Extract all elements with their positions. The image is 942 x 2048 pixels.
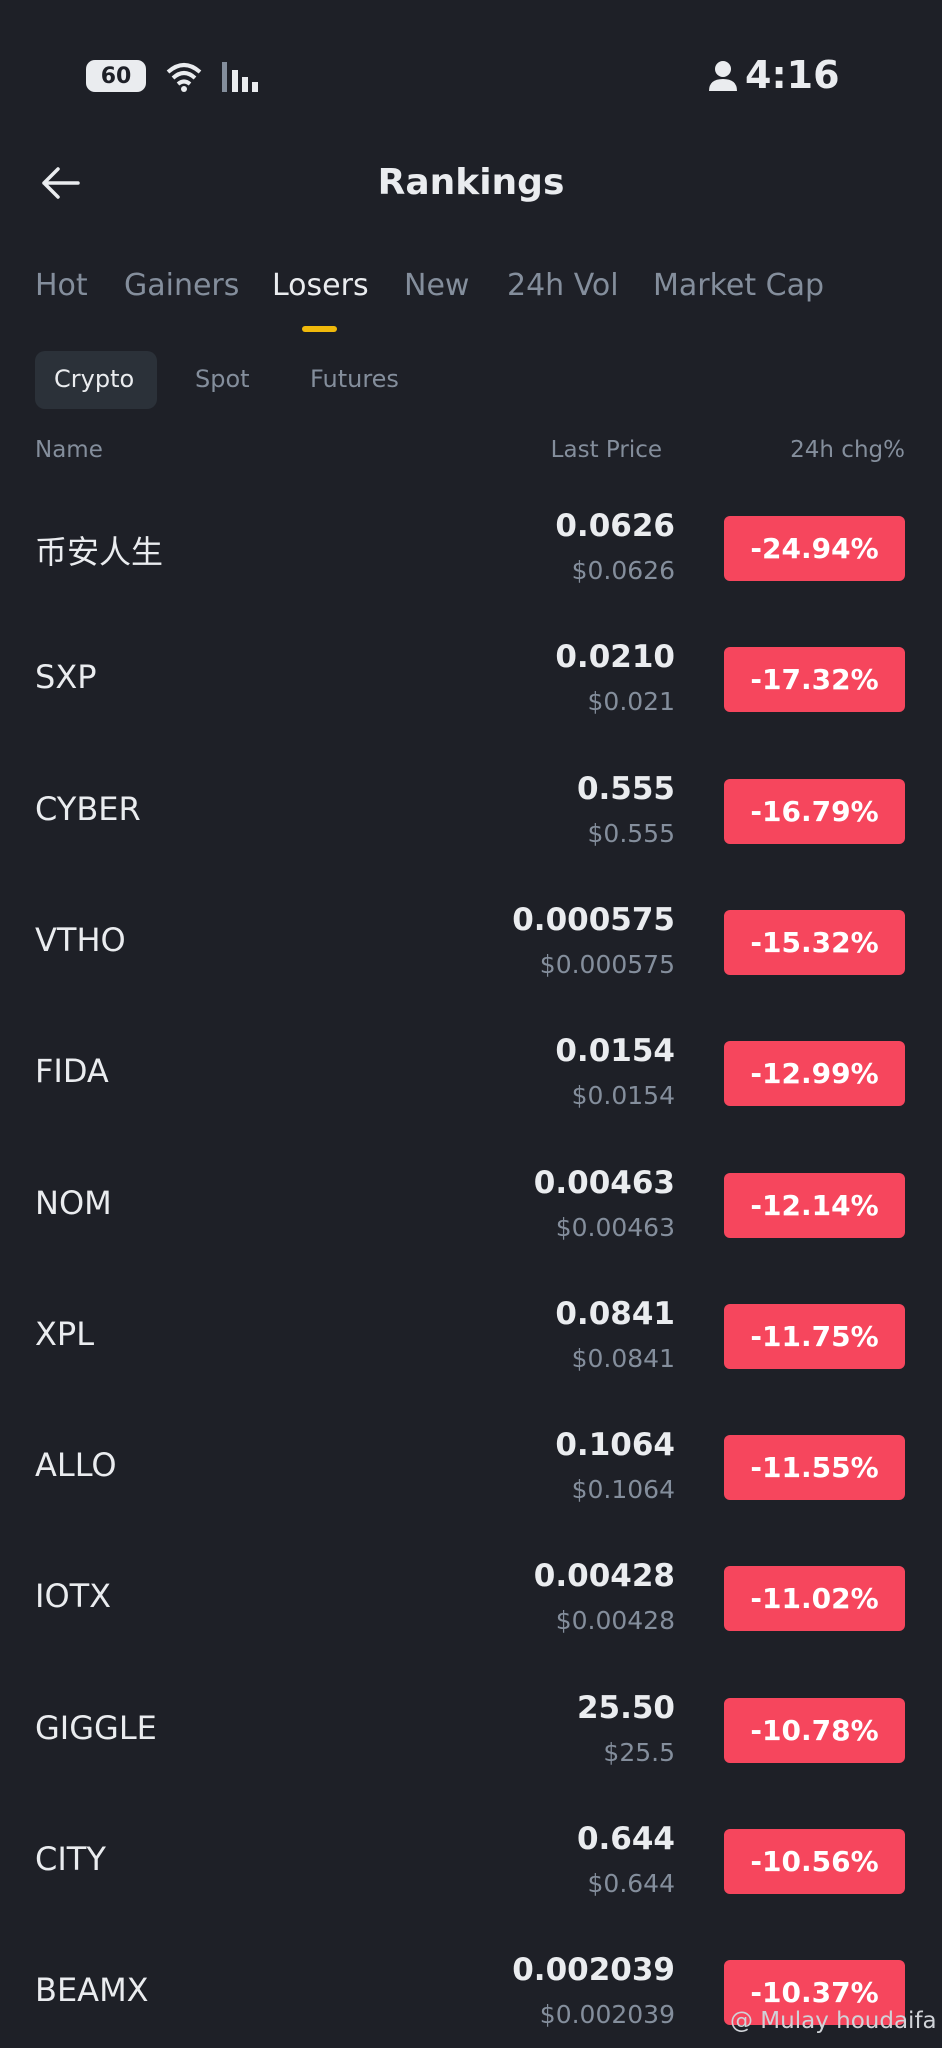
sub-tab-pill [35, 351, 157, 409]
last-price: 0.644 [576, 1821, 675, 1857]
change-badge[interactable]: -11.75% [724, 1303, 905, 1369]
change-badge[interactable]: -11.55% [724, 1435, 905, 1501]
status-icons [166, 62, 258, 92]
change-badge[interactable]: -11.02% [724, 1566, 905, 1632]
last-price: 0.00463 [533, 1164, 675, 1201]
usd-price: $0.0626 [571, 556, 675, 585]
usd-price: $0.002039 [539, 2000, 675, 2030]
usd-price: $0.1064 [571, 1475, 675, 1505]
change-badge[interactable]: -15.32% [724, 909, 905, 975]
last-price: 0.0626 [555, 508, 675, 544]
coin-name[interactable]: CITY [35, 1840, 106, 1878]
last-price: 0.1064 [555, 1427, 675, 1464]
column-header[interactable]: Last Price [550, 437, 662, 463]
usd-price: $0.555 [587, 818, 675, 848]
clock: 4:16 [745, 53, 840, 97]
usd-price: $0.00463 [555, 1212, 675, 1242]
tab[interactable]: Hot [35, 268, 88, 303]
last-price: 0.00428 [533, 1558, 675, 1595]
tab[interactable]: Gainers [124, 268, 240, 303]
back-button[interactable] [40, 166, 82, 200]
coin-name[interactable]: BEAMX [35, 1971, 149, 2010]
page-title: Rankings [377, 162, 565, 203]
usd-price: $0.644 [587, 1869, 675, 1898]
usd-price: $25.5 [603, 1737, 675, 1767]
last-price: 0.0210 [555, 639, 675, 676]
usd-price: $0.0841 [571, 1343, 675, 1373]
usd-price: $0.021 [587, 687, 675, 717]
change-badge[interactable]: -12.14% [724, 1172, 905, 1238]
column-header: Name [35, 437, 103, 463]
sub-tab[interactable]: Spot [195, 365, 250, 393]
last-price: 0.0841 [555, 1295, 675, 1332]
battery: 60 [86, 60, 146, 92]
coin-name[interactable]: CYBER [35, 789, 141, 828]
last-price: 0.002039 [512, 1952, 675, 1989]
change-badge[interactable]: -10.37% [724, 1960, 905, 2026]
change-badge[interactable]: -10.56% [724, 1829, 905, 1894]
coin-name[interactable]: XPL [35, 1314, 95, 1353]
user-icon [709, 61, 737, 91]
tab[interactable]: Market Cap [653, 268, 825, 303]
sub-tab[interactable]: Futures [310, 365, 399, 393]
coin-name[interactable]: NOM [35, 1183, 112, 1222]
change-badge[interactable]: -16.79% [724, 778, 905, 844]
column-header[interactable]: 24h chg% [790, 437, 905, 463]
change-badge[interactable]: -10.78% [724, 1697, 905, 1763]
usd-price: $0.0154 [571, 1081, 675, 1111]
tab[interactable]: Losers [272, 268, 369, 303]
change-badge[interactable]: -24.94% [724, 516, 905, 581]
coin-name[interactable]: 币安人生 [35, 533, 164, 571]
tab-indicator [302, 326, 337, 332]
watermark: @ Mulay houdaifa [730, 2008, 937, 2034]
tab[interactable]: New [404, 268, 470, 303]
last-price: 0.0154 [555, 1033, 675, 1070]
change-badge[interactable]: -12.99% [724, 1041, 905, 1107]
usd-price: $0.000575 [539, 949, 675, 979]
usd-price: $0.00428 [555, 1606, 675, 1636]
coin-name[interactable]: VTHO [35, 920, 126, 959]
last-price: 0.000575 [512, 901, 675, 938]
change-badge[interactable]: -17.32% [724, 647, 905, 713]
coin-name[interactable]: GIGGLE [35, 1708, 157, 1747]
coin-name[interactable]: SXP [35, 658, 97, 697]
coin-name[interactable]: IOTX [35, 1577, 112, 1616]
coin-name[interactable]: ALLO [35, 1446, 117, 1485]
sub-tab[interactable]: Crypto [54, 365, 135, 393]
last-price: 25.50 [576, 1689, 675, 1726]
last-price: 0.555 [576, 770, 675, 807]
tab[interactable]: 24h Vol [507, 268, 619, 303]
coin-name[interactable]: FIDA [35, 1052, 109, 1091]
